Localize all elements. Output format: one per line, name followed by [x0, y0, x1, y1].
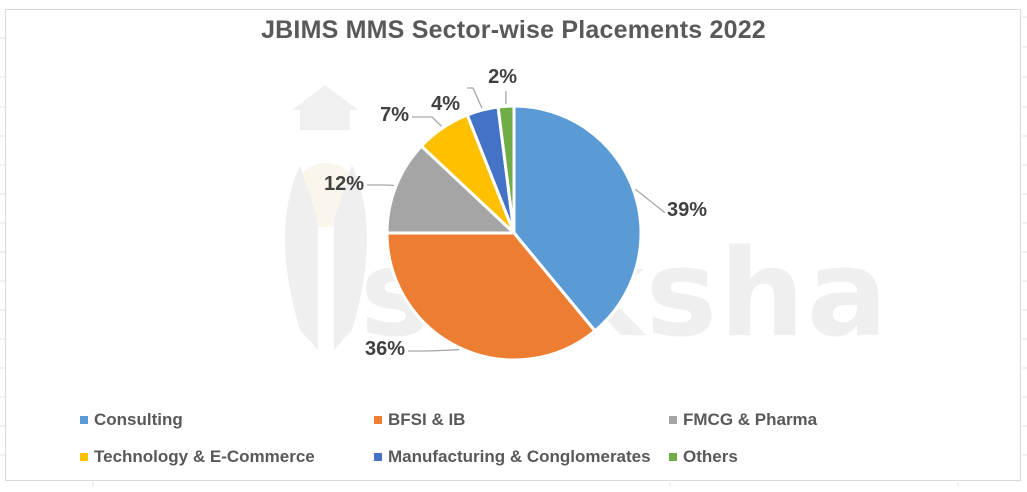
pie-slice[interactable]: [496, 104, 516, 234]
pie-slice[interactable]: [385, 143, 518, 235]
data-label: 7%: [380, 104, 409, 126]
legend-swatch-manufacturing-icon: [374, 453, 382, 461]
legend-item-others[interactable]: Others: [669, 445, 738, 469]
data-label: 4%: [431, 93, 460, 115]
legend-item-fmcg[interactable]: FMCG & Pharma: [669, 408, 817, 432]
legend-label: BFSI & IB: [388, 410, 466, 429]
pie-slice[interactable]: [512, 104, 643, 333]
legend-item-bfsi[interactable]: BFSI & IB: [374, 408, 465, 432]
legend-label: Manufacturing & Conglomerates: [388, 447, 651, 466]
data-labels: 39% 36% 12% 7% 4% 2%: [324, 66, 707, 360]
pie-slices: [385, 104, 643, 362]
legend-swatch-bfsi-icon: [374, 416, 382, 424]
legend-item-manufacturing[interactable]: Manufacturing & Conglomerates: [374, 445, 651, 469]
leader-line: [367, 184, 395, 187]
data-label: 39%: [667, 199, 707, 221]
legend-swatch-fmcg-icon: [669, 416, 677, 424]
legend-label: Others: [683, 447, 738, 466]
pie-slice[interactable]: [385, 231, 598, 362]
leader-line: [467, 87, 483, 109]
chart-title: JBIMS MMS Sector-wise Placements 2022: [261, 16, 766, 44]
data-label: 12%: [324, 173, 364, 195]
legend-swatch-consulting-icon: [80, 416, 88, 424]
legend-item-consulting[interactable]: Consulting: [80, 408, 183, 432]
data-label: 2%: [488, 66, 517, 88]
leader-lines: [367, 87, 666, 352]
leader-line: [408, 349, 460, 352]
leader-line: [634, 188, 666, 213]
legend-item-technology[interactable]: Technology & E-Commerce: [80, 445, 315, 469]
legend-label: Technology & E-Commerce: [94, 447, 315, 466]
legend-label: Consulting: [94, 410, 183, 429]
legend-swatch-technology-icon: [80, 453, 88, 461]
legend-swatch-others-icon: [669, 453, 677, 461]
legend-label: FMCG & Pharma: [683, 410, 818, 429]
leader-line: [412, 116, 442, 127]
data-label: 36%: [365, 338, 405, 360]
